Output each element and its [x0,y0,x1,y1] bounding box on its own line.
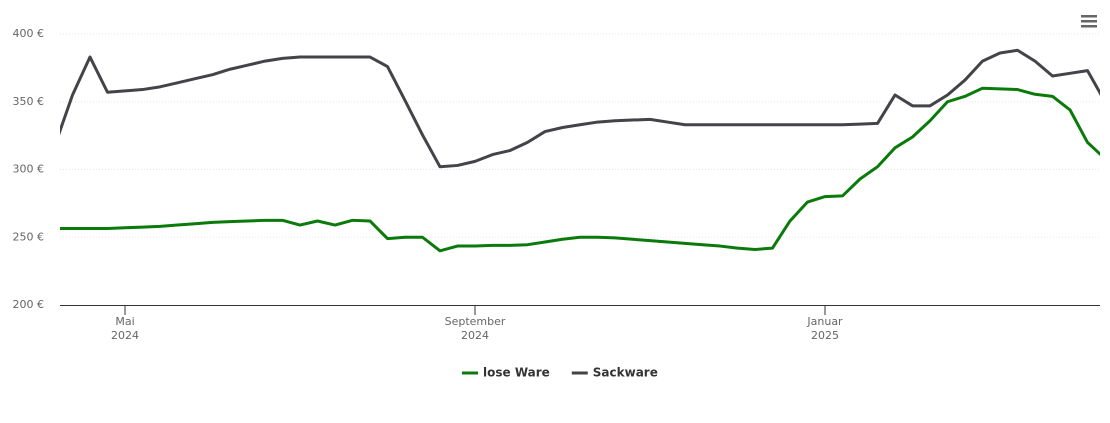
x-tick-label: Januar 2025 [806,315,843,342]
x-tick-label: September 2024 [445,315,506,342]
y-tick-label: 200 € [13,298,45,311]
series-line [60,48,1100,169]
legend-item[interactable]: Sackware [571,366,658,380]
series-line [60,86,1100,253]
legend: lose Ware Sackware [462,366,658,380]
y-tick-label: 250 € [13,230,45,243]
y-tick-label: 350 € [13,95,45,108]
legend-item[interactable]: lose Ware [462,366,550,380]
y-tick-label: 400 € [13,27,45,40]
y-tick-label: 300 € [13,163,45,176]
x-tick-label: Mai 2024 [111,315,139,342]
menu-icon[interactable] [1081,15,1097,28]
legend-label: lose Ware [483,366,550,380]
legend-label: Sackware [593,366,658,380]
